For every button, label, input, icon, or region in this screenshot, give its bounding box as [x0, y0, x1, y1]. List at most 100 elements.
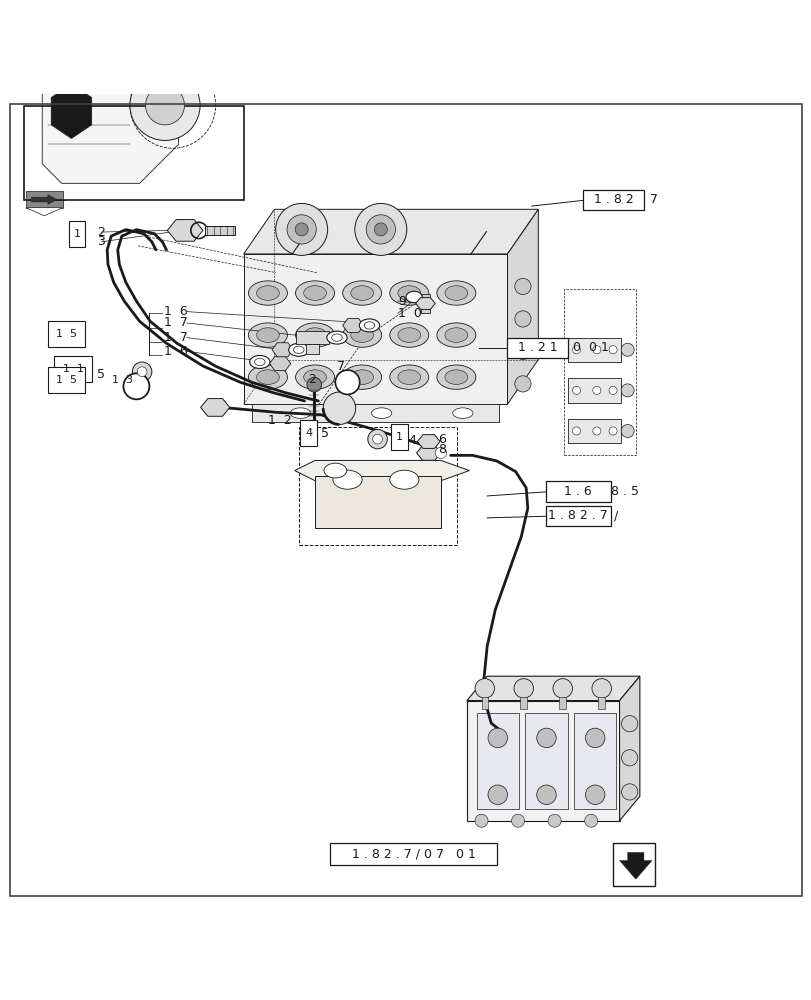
Bar	[612, 843, 654, 886]
Text: 1 . 6: 1 . 6	[564, 485, 591, 498]
Circle shape	[474, 814, 487, 827]
Circle shape	[620, 424, 633, 437]
Circle shape	[585, 728, 604, 748]
Polygon shape	[417, 435, 440, 448]
Circle shape	[514, 278, 530, 295]
Ellipse shape	[295, 323, 334, 347]
Polygon shape	[32, 195, 57, 204]
Bar	[75, 43, 130, 66]
Bar	[391, 424, 407, 450]
Polygon shape	[51, 84, 92, 138]
Bar	[559, 697, 565, 709]
Ellipse shape	[256, 370, 279, 384]
Ellipse shape	[254, 358, 264, 366]
Text: 5: 5	[320, 427, 328, 440]
Ellipse shape	[342, 365, 381, 389]
Polygon shape	[342, 318, 363, 332]
Polygon shape	[507, 209, 538, 404]
Bar	[573, 713, 616, 809]
Polygon shape	[466, 676, 639, 701]
Circle shape	[592, 427, 600, 435]
Bar	[525, 713, 567, 809]
Ellipse shape	[249, 355, 269, 368]
Ellipse shape	[289, 343, 308, 356]
Ellipse shape	[290, 408, 310, 418]
Bar	[520, 697, 526, 709]
Text: 3: 3	[97, 235, 105, 248]
Text: 1  5: 1 5	[56, 375, 77, 385]
Ellipse shape	[248, 323, 287, 347]
Polygon shape	[269, 357, 290, 371]
Polygon shape	[619, 852, 651, 879]
Text: 1  2: 1 2	[268, 414, 291, 427]
Ellipse shape	[453, 408, 472, 418]
Bar	[568, 338, 620, 362]
Polygon shape	[243, 209, 538, 254]
Circle shape	[367, 429, 387, 449]
Circle shape	[620, 343, 633, 356]
Ellipse shape	[436, 323, 475, 347]
Circle shape	[366, 215, 395, 244]
Ellipse shape	[397, 328, 420, 342]
Bar	[476, 713, 518, 809]
Text: 4: 4	[408, 434, 416, 447]
Polygon shape	[26, 208, 62, 216]
Bar	[69, 221, 85, 247]
Ellipse shape	[350, 328, 373, 342]
Circle shape	[620, 784, 637, 800]
Ellipse shape	[295, 281, 334, 305]
Ellipse shape	[389, 323, 428, 347]
Bar	[243, 254, 507, 404]
Circle shape	[137, 367, 147, 377]
Bar	[298, 427, 457, 545]
Text: 8: 8	[438, 443, 446, 456]
Ellipse shape	[333, 470, 362, 489]
Bar	[204, 226, 235, 235]
Circle shape	[591, 679, 611, 698]
Text: 1  7: 1 7	[164, 316, 187, 329]
Circle shape	[295, 223, 307, 236]
Text: 1 . 2 1: 1 . 2 1	[517, 341, 557, 354]
Circle shape	[620, 716, 637, 732]
Ellipse shape	[295, 365, 334, 389]
Text: 8 . 5: 8 . 5	[610, 485, 637, 498]
Polygon shape	[415, 298, 435, 309]
Circle shape	[275, 203, 327, 255]
Circle shape	[307, 377, 321, 392]
Circle shape	[372, 434, 382, 444]
Bar	[582, 190, 643, 210]
Circle shape	[620, 384, 633, 397]
Bar	[466, 701, 619, 821]
Ellipse shape	[444, 370, 467, 384]
Ellipse shape	[363, 322, 375, 329]
Circle shape	[374, 223, 387, 236]
Text: 1 . 8 2: 1 . 8 2	[593, 193, 633, 206]
Text: 6: 6	[438, 433, 446, 446]
Circle shape	[487, 785, 507, 804]
Polygon shape	[167, 220, 203, 241]
Ellipse shape	[397, 370, 420, 384]
Circle shape	[608, 346, 616, 354]
Ellipse shape	[326, 331, 346, 344]
Text: 1  6: 1 6	[164, 345, 187, 358]
Bar	[48, 321, 85, 347]
Circle shape	[514, 311, 530, 327]
Circle shape	[132, 362, 152, 381]
Ellipse shape	[389, 365, 428, 389]
Text: 0  0 1: 0 0 1	[573, 341, 608, 354]
Bar	[48, 367, 85, 393]
Circle shape	[511, 814, 524, 827]
Ellipse shape	[342, 281, 381, 305]
Text: 1  6: 1 6	[164, 305, 187, 318]
Ellipse shape	[389, 470, 418, 489]
Text: 5: 5	[97, 368, 105, 381]
Circle shape	[514, 343, 530, 360]
Bar	[306, 344, 319, 354]
Circle shape	[572, 386, 580, 394]
Bar	[24, 106, 243, 200]
Ellipse shape	[444, 328, 467, 342]
Bar	[296, 331, 328, 344]
Ellipse shape	[444, 286, 467, 300]
Ellipse shape	[397, 286, 420, 300]
Ellipse shape	[256, 328, 279, 342]
